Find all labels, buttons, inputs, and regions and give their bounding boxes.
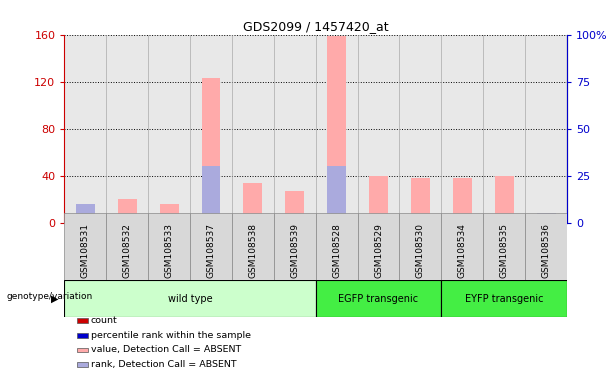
Bar [243, 183, 262, 223]
Text: EGFP transgenic: EGFP transgenic [338, 293, 419, 304]
Text: GSM108529: GSM108529 [374, 223, 383, 278]
Bar [118, 199, 137, 223]
Text: GSM108538: GSM108538 [248, 223, 257, 278]
Text: percentile rank within the sample: percentile rank within the sample [91, 331, 251, 340]
Bar [495, 176, 514, 223]
Bar [357, 213, 400, 280]
Text: GSM108533: GSM108533 [164, 223, 173, 278]
Text: wild type: wild type [168, 293, 212, 304]
Bar [453, 178, 472, 223]
Text: GSM108528: GSM108528 [332, 223, 341, 278]
Bar [232, 213, 274, 280]
Bar [483, 213, 525, 280]
Bar [316, 213, 357, 280]
Text: ▶: ▶ [51, 293, 58, 304]
Text: GSM108534: GSM108534 [458, 223, 467, 278]
Text: genotype/variation: genotype/variation [6, 292, 93, 301]
Bar [327, 36, 346, 223]
Bar [400, 213, 441, 280]
Bar [525, 213, 567, 280]
Bar [106, 213, 148, 280]
Text: GSM108536: GSM108536 [541, 223, 550, 278]
Bar [411, 178, 430, 223]
Text: count: count [91, 316, 118, 325]
Text: GSM108537: GSM108537 [207, 223, 216, 278]
Bar [64, 213, 106, 280]
Bar [202, 78, 221, 223]
Text: GSM108532: GSM108532 [123, 223, 132, 278]
Text: rank, Detection Call = ABSENT: rank, Detection Call = ABSENT [91, 360, 237, 369]
Text: GSM108535: GSM108535 [500, 223, 509, 278]
Bar [148, 213, 190, 280]
Bar [190, 213, 232, 280]
Text: EYFP transgenic: EYFP transgenic [465, 293, 544, 304]
Bar [285, 191, 304, 223]
Bar [76, 204, 95, 223]
Bar [159, 204, 178, 223]
Bar [202, 166, 221, 223]
Bar [441, 213, 483, 280]
Bar [64, 280, 316, 317]
Bar [441, 280, 567, 317]
Text: GSM108531: GSM108531 [81, 223, 90, 278]
Title: GDS2099 / 1457420_at: GDS2099 / 1457420_at [243, 20, 389, 33]
Bar [369, 176, 388, 223]
Text: value, Detection Call = ABSENT: value, Detection Call = ABSENT [91, 345, 241, 354]
Bar [316, 280, 441, 317]
Text: GSM108539: GSM108539 [290, 223, 299, 278]
Bar [536, 214, 555, 223]
Text: GSM108530: GSM108530 [416, 223, 425, 278]
Bar [274, 213, 316, 280]
Bar [327, 166, 346, 223]
